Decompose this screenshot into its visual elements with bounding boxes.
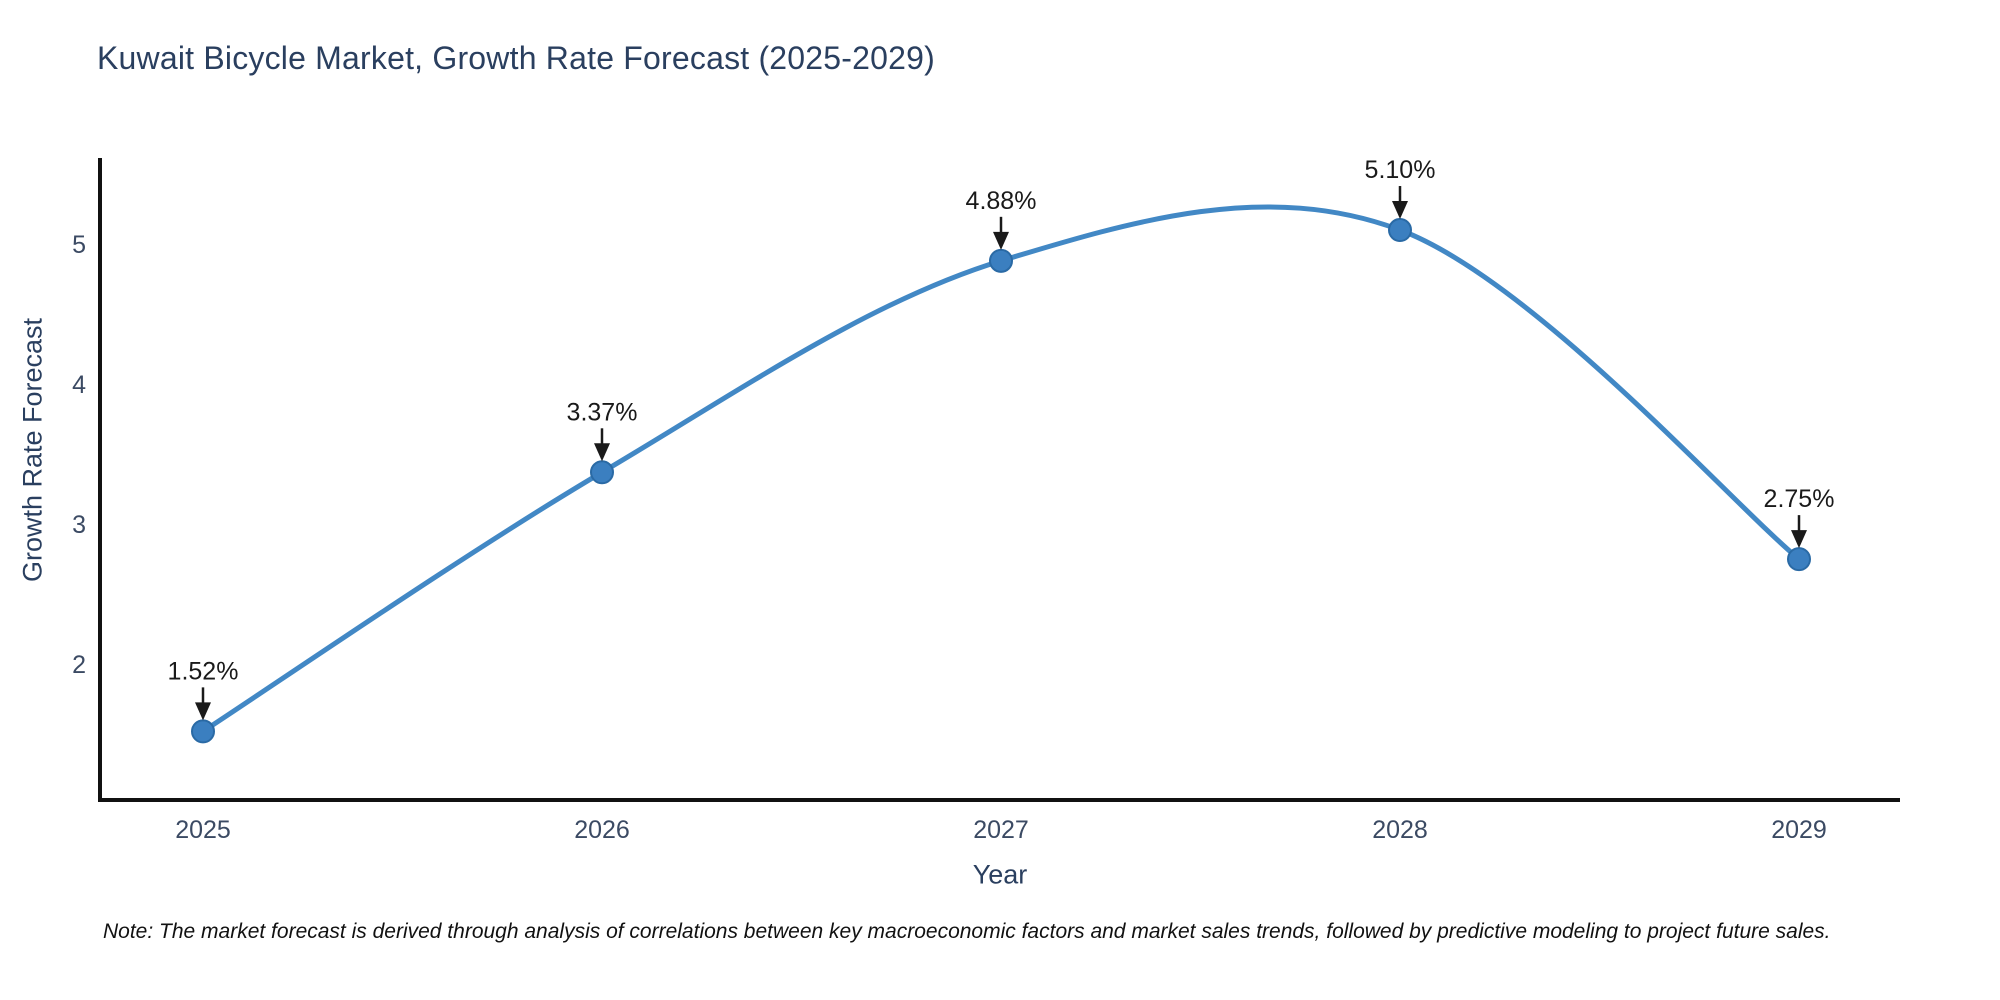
annotation-arrowhead xyxy=(1791,530,1807,549)
annotation-label: 1.52% xyxy=(168,657,239,685)
x-axis-title: Year xyxy=(972,859,1028,890)
y-tick-label: 3 xyxy=(72,511,86,539)
annotation-label: 5.10% xyxy=(1365,156,1436,184)
annotation-label: 4.88% xyxy=(966,187,1037,215)
data-point xyxy=(1787,547,1811,572)
y-tick-label: 5 xyxy=(72,231,86,259)
data-point xyxy=(1388,218,1412,243)
y-tick-label: 2 xyxy=(72,651,86,679)
chart-title: Kuwait Bicycle Market, Growth Rate Forec… xyxy=(97,40,935,76)
footnote: Note: The market forecast is derived thr… xyxy=(103,920,1831,943)
trend-line xyxy=(200,204,1802,734)
data-point xyxy=(989,248,1013,273)
annotation-arrowhead xyxy=(993,231,1009,250)
x-tick-label: 2025 xyxy=(175,816,231,844)
x-tick-label: 2027 xyxy=(973,816,1029,844)
x-tick-label: 2026 xyxy=(574,816,630,844)
x-tick-label: 2029 xyxy=(1771,816,1827,844)
annotation-arrowhead xyxy=(594,443,610,462)
annotation-arrowhead xyxy=(1392,201,1408,220)
x-tick-label: 2028 xyxy=(1372,816,1428,844)
annotation-label: 3.37% xyxy=(567,398,638,426)
annotation-arrowhead xyxy=(195,702,211,721)
annotation-label: 2.75% xyxy=(1764,485,1835,513)
data-point xyxy=(590,460,614,485)
y-tick-label: 4 xyxy=(72,371,86,399)
data-point xyxy=(191,719,215,744)
